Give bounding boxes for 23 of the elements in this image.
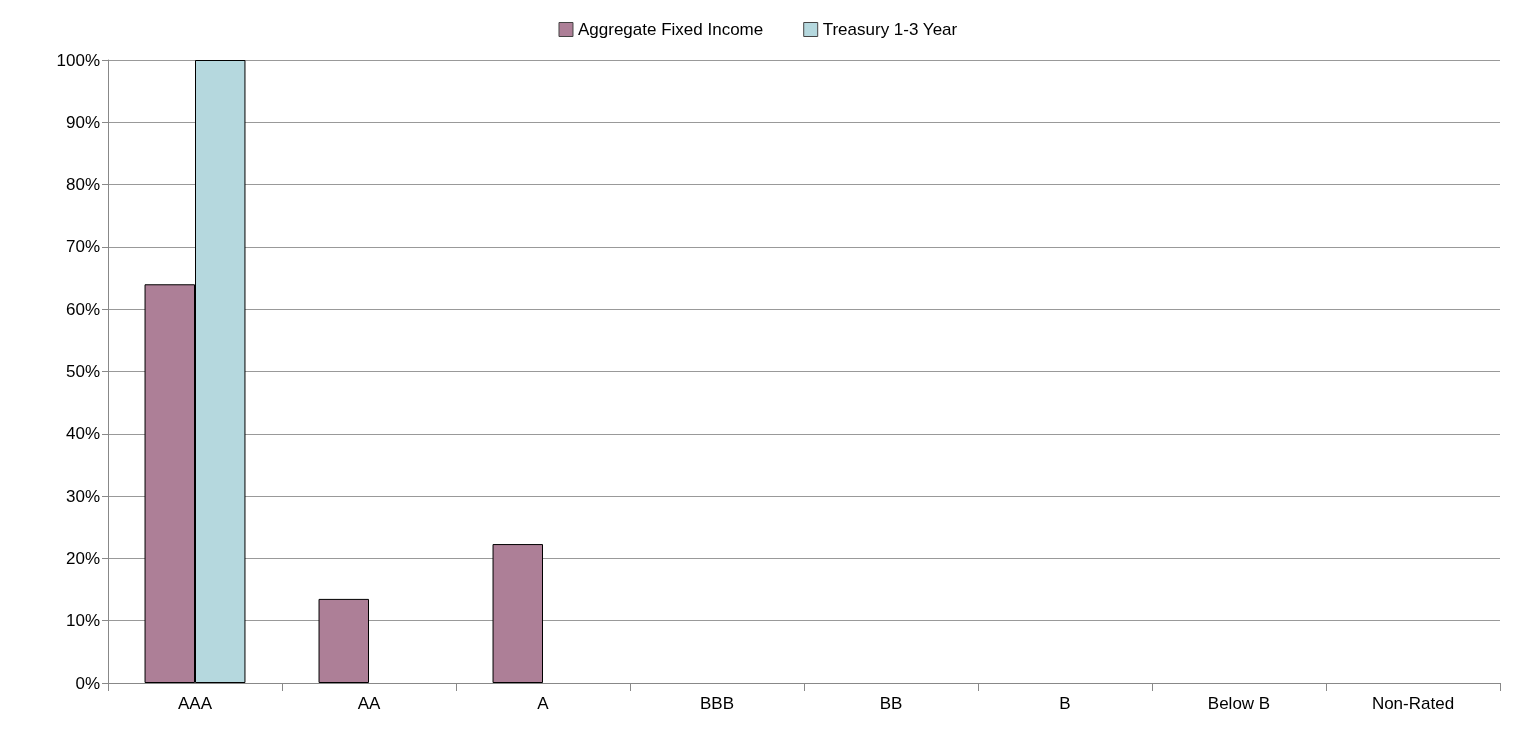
x-tick-label: AA (357, 694, 381, 713)
y-tick-label: 90% (65, 112, 100, 132)
legend-label: Aggregate Fixed Income (577, 20, 764, 39)
x-tick-label: BB (879, 694, 903, 713)
x-tick-label: B (1059, 694, 1071, 713)
y-tick-label: 50% (65, 362, 100, 381)
x-tick-label: BBB (699, 694, 735, 713)
y-tick-label: 100% (56, 50, 100, 70)
y-tick-label: 80% (65, 175, 100, 195)
bar (492, 544, 543, 683)
y-tick-label: 60% (65, 299, 100, 319)
y-tick-label: 30% (65, 486, 100, 506)
y-tick-label: 40% (65, 424, 100, 444)
x-tick-label: A (537, 694, 550, 713)
y-tick-label: 10% (65, 611, 100, 631)
x-tick-label: AAA (177, 694, 213, 713)
x-tick-label: Below B (1207, 694, 1271, 713)
x-tick-label: Non-Rated (1371, 694, 1455, 713)
bar (318, 598, 369, 683)
y-tick-label: 70% (65, 237, 100, 257)
y-tick-label: 0% (75, 673, 100, 693)
legend-label: Treasury 1-3 Year (822, 20, 958, 39)
y-tick-label: 20% (65, 548, 100, 568)
